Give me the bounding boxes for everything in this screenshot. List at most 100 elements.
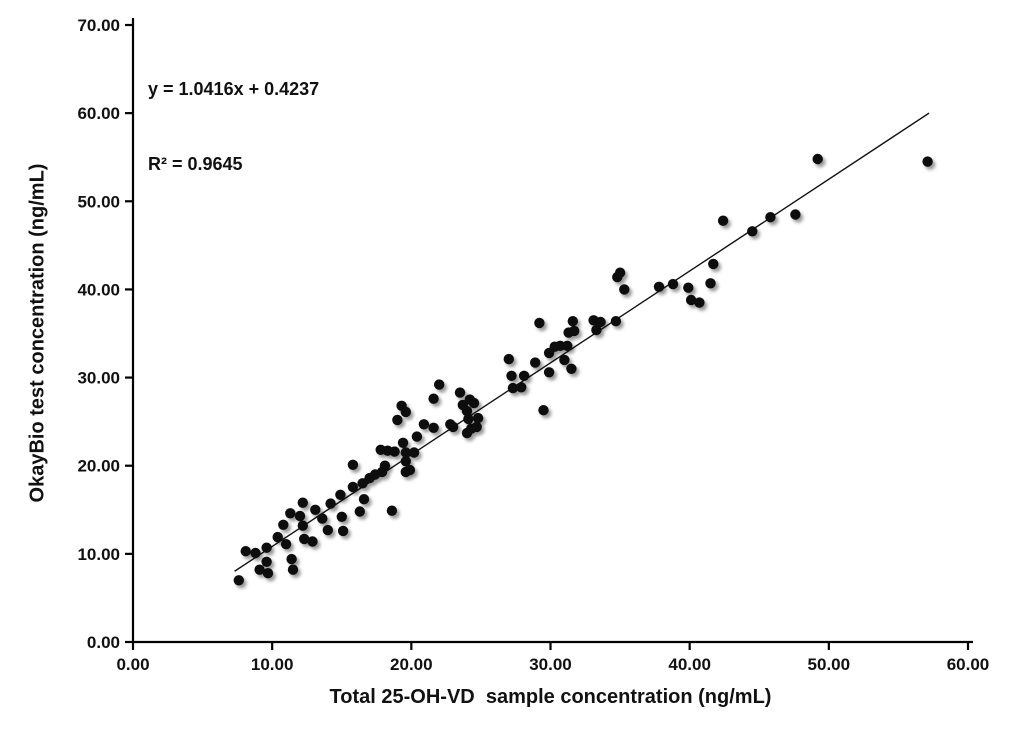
y-tick-label: 10.00 [77, 545, 120, 564]
data-point [250, 547, 261, 559]
data-point [472, 412, 484, 424]
data-point [567, 316, 578, 327]
y-axis-title: OkayBio test concentration (ng/mL) [26, 163, 49, 503]
data-point [392, 414, 403, 426]
data-point [262, 568, 274, 579]
data-point [294, 510, 306, 522]
data-point [538, 405, 549, 416]
data-point [705, 278, 716, 289]
y-tick-label: 0.00 [87, 633, 120, 652]
data-point [569, 325, 580, 337]
data-point [307, 536, 318, 547]
x-tick-label: 10.00 [251, 655, 294, 674]
data-point [280, 539, 292, 550]
data-point [240, 546, 251, 557]
data-point [358, 494, 370, 505]
r-squared-text: R² = 0.9645 [148, 154, 243, 174]
data-point [336, 511, 347, 522]
x-tick-label: 30.00 [529, 655, 572, 674]
data-point [418, 419, 430, 430]
data-point [790, 209, 801, 220]
data-point [261, 542, 272, 553]
data-point [400, 406, 411, 418]
data-point [347, 481, 359, 493]
data-point [812, 153, 823, 165]
data-point [317, 513, 328, 524]
data-point [685, 294, 697, 306]
data-point [922, 156, 933, 167]
x-tick-label: 20.00 [390, 655, 433, 674]
trend-line [234, 112, 930, 572]
data-point [428, 393, 439, 404]
data-point [272, 531, 283, 543]
data-point [261, 556, 272, 567]
data-point [468, 397, 480, 409]
data-point [286, 553, 297, 565]
data-point [516, 382, 527, 393]
data-point [619, 284, 630, 295]
x-axis-title: Total 25-OH-VD sample concentration (ng/… [329, 686, 772, 708]
data-point [506, 370, 517, 381]
data-point [653, 281, 665, 292]
data-point [400, 456, 411, 467]
data-point [708, 258, 719, 270]
y-tick-label: 30.00 [77, 369, 120, 388]
data-point [233, 575, 244, 586]
data-point [562, 340, 573, 351]
data-point [507, 382, 519, 394]
data-point [389, 446, 400, 457]
data-point [530, 357, 541, 368]
data-point [566, 363, 577, 374]
data-point [610, 316, 622, 327]
data-point [461, 405, 473, 417]
y-tick-label: 20.00 [77, 457, 120, 476]
data-point [354, 506, 365, 517]
data-point [379, 460, 391, 471]
data-point [254, 564, 265, 575]
data-point [518, 370, 530, 381]
data-point [400, 447, 411, 458]
data-point [614, 267, 626, 278]
data-point [534, 317, 545, 329]
data-point [411, 431, 423, 442]
data-point [591, 324, 602, 336]
trendline-annotation: y = 1.0416x + 0.4237 R² = 0.9645 [148, 27, 319, 227]
data-point [503, 353, 514, 365]
points-layer [233, 153, 933, 586]
data-point [299, 533, 310, 545]
data-point [408, 447, 420, 458]
x-tick-label: 60.00 [947, 655, 990, 674]
data-point [337, 525, 349, 537]
data-point [463, 413, 474, 425]
y-tick-label: 40.00 [77, 280, 120, 299]
data-point [765, 212, 776, 223]
data-point [347, 459, 359, 470]
data-point [447, 421, 459, 433]
data-point [322, 524, 333, 536]
data-point [454, 387, 466, 398]
data-point [694, 297, 705, 308]
data-point [335, 489, 346, 500]
data-point [404, 464, 416, 476]
y-tick-label: 60.00 [77, 104, 120, 123]
data-point [428, 422, 439, 433]
x-tick-label: 0.00 [116, 655, 149, 674]
data-point [717, 215, 729, 226]
data-point [543, 367, 555, 378]
data-point [310, 504, 321, 515]
data-point [278, 519, 289, 530]
data-point [285, 508, 296, 519]
data-point [683, 282, 694, 293]
data-point [471, 421, 482, 433]
data-point [386, 505, 398, 516]
x-tick-label: 40.00 [668, 655, 711, 674]
data-point [667, 278, 679, 290]
data-point [434, 379, 445, 390]
data-point [747, 226, 758, 237]
data-point [325, 498, 336, 509]
data-point [559, 354, 570, 366]
data-point [287, 564, 299, 575]
equation-text: y = 1.0416x + 0.4237 [148, 79, 320, 99]
data-point [297, 520, 308, 531]
